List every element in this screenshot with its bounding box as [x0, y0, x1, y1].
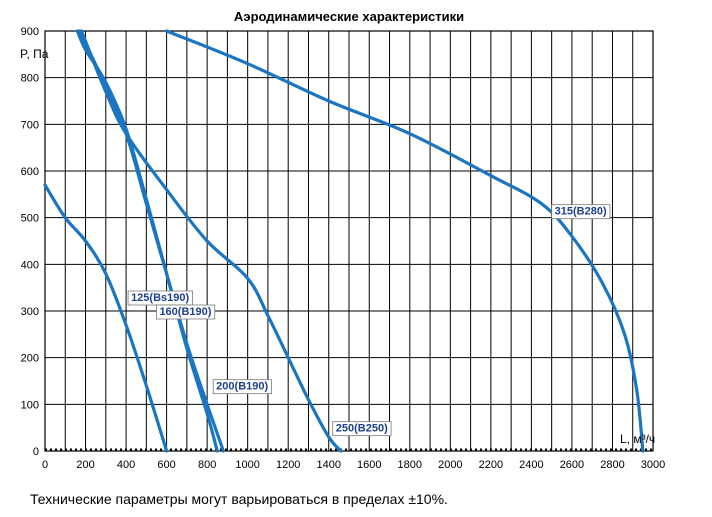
y-tick-label: 900 [21, 26, 39, 38]
x-tick-label: 800 [198, 459, 216, 471]
x-tick-label: 2800 [600, 459, 624, 471]
footnote-text: Технические параметры могут варьироватьс… [30, 491, 448, 507]
series-labels: 125(Bs190) 160(B190) 200(B190) 250(B250) 315… [127, 204, 611, 437]
gridlines [45, 31, 653, 452]
series-line [79, 29, 343, 453]
series-label-box [332, 421, 392, 437]
x-tick-label: 2000 [438, 459, 462, 471]
x-tick-label: 1600 [357, 459, 381, 471]
x-tick-label: 3000 [641, 459, 665, 471]
y-axis-ticks: 0 100 200 300 400 500 600 700 800 900 [21, 26, 39, 458]
series-label: 200(B190) [212, 379, 272, 395]
series-label: 125(Bs190) [127, 290, 193, 306]
x-axis-ticks: 0 200 400 600 800 1000 1200 1400 1600 1800 2000 220… [42, 459, 665, 471]
series-line [77, 29, 225, 453]
x-tick-label: 2200 [479, 459, 503, 471]
x-tick-label: 1800 [398, 459, 422, 471]
x-tick-label: 1000 [235, 459, 259, 471]
x-axis-label: L, м³/ч [620, 432, 655, 446]
y-tick-label: 800 [21, 73, 39, 85]
y-tick-label: 200 [21, 353, 39, 365]
series-label-text: 125(Bs190) [131, 292, 189, 304]
series-lines [43, 29, 645, 453]
y-tick-label: 0 [33, 446, 39, 458]
series-line [165, 29, 645, 453]
x-tick-label: 200 [76, 459, 94, 471]
series-line [43, 183, 169, 453]
x-tick-label: 0 [42, 459, 48, 471]
y-tick-label: 700 [21, 119, 39, 131]
series-label-box [156, 304, 216, 320]
y-tick-label: 400 [21, 259, 39, 271]
x-tick-label: 2400 [519, 459, 543, 471]
series-label-box [212, 379, 272, 395]
x-tick-label: 1400 [316, 459, 340, 471]
series-label-box [551, 204, 611, 220]
y-tick-label: 300 [21, 306, 39, 318]
x-tick-label: 2600 [560, 459, 584, 471]
y-axis-label: P, Па [20, 47, 49, 61]
aerodynamic-chart: Аэродинамические характеристики 0 200 400 6… [20, 9, 665, 471]
x-tick-label: 1200 [276, 459, 300, 471]
series-label-text: 200(B190) [216, 381, 268, 393]
series-label-text: 160(B190) [159, 306, 211, 318]
series-label: 250(B250) [332, 421, 392, 437]
y-tick-label: 100 [21, 399, 39, 411]
series-label-text: 250(B250) [336, 423, 388, 435]
series-label-text: 315(B280) [555, 206, 607, 218]
y-tick-label: 500 [21, 213, 39, 225]
y-tick-label: 600 [21, 166, 39, 178]
series-label: 315(B280) [551, 204, 611, 220]
chart-title: Аэродинамические характеристики [234, 9, 464, 24]
x-tick-label: 400 [117, 459, 135, 471]
series-label: 160(B190) [156, 304, 216, 320]
x-tick-label: 600 [157, 459, 175, 471]
